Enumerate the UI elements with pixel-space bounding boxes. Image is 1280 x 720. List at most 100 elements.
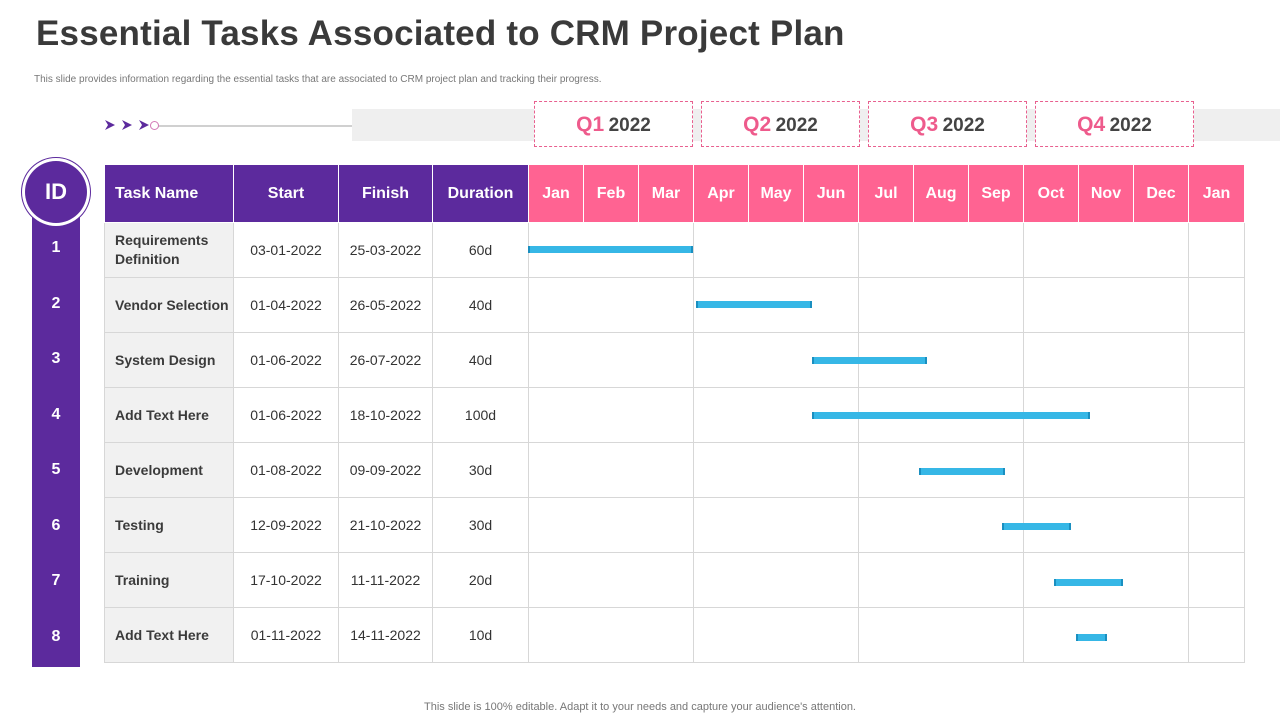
month-cell: [1188, 442, 1245, 498]
month-cell: [693, 442, 749, 498]
month-cell: [1078, 442, 1134, 498]
header-finish: Finish: [338, 164, 433, 223]
month-cell: [583, 332, 639, 388]
quarter-label-q4: Q4 2022: [1035, 101, 1194, 147]
task-start: 01-08-2022: [233, 442, 339, 498]
month-cell: [1133, 497, 1189, 553]
month-header: Feb: [583, 164, 639, 223]
month-cell: [803, 552, 859, 608]
header-task: Task Name: [104, 164, 234, 223]
task-finish: 09-09-2022: [338, 442, 433, 498]
month-cell: [528, 552, 584, 608]
task-name: Add Text Here: [104, 607, 234, 663]
month-cell: [1188, 222, 1245, 278]
month-cell: [748, 222, 804, 278]
task-name: Vendor Selection: [104, 277, 234, 333]
month-cell: [693, 387, 749, 443]
arrow-right-icon: [121, 119, 133, 131]
task-duration: 30d: [432, 442, 529, 498]
quarter-year: 2022: [942, 115, 985, 136]
month-header: May: [748, 164, 804, 223]
month-cell: [1133, 552, 1189, 608]
month-cell: [1078, 332, 1134, 388]
month-cell: [528, 387, 584, 443]
gantt-bar: [919, 467, 1005, 475]
table-row: Vendor Selection 01-04-2022 26-05-2022 40d: [104, 277, 1245, 333]
month-cell: [968, 607, 1024, 663]
month-cell: [1133, 222, 1189, 278]
task-id: 1: [51, 239, 61, 256]
month-cell: [1188, 277, 1245, 333]
month-cell: [748, 552, 804, 608]
table-row: Add Text Here 01-11-2022 14-11-2022 10d: [104, 607, 1245, 663]
month-cell: [1023, 222, 1079, 278]
task-duration: 40d: [432, 332, 529, 388]
month-cell: [583, 442, 639, 498]
header-duration: Duration: [432, 164, 529, 223]
month-cell: [803, 497, 859, 553]
task-id: 2: [51, 295, 61, 312]
header-start: Start: [233, 164, 339, 223]
month-cell: [913, 222, 969, 278]
month-cell: [528, 497, 584, 553]
timeline-dot: [150, 121, 159, 130]
month-cell: [528, 277, 584, 333]
task-duration: 40d: [432, 277, 529, 333]
task-name: Add Text Here: [104, 387, 234, 443]
month-header: Jan: [1188, 164, 1245, 223]
task-duration: 100d: [432, 387, 529, 443]
month-cell: [638, 552, 694, 608]
task-id: 6: [51, 517, 61, 534]
month-cell: [1188, 607, 1245, 663]
quarter-name: Q3: [910, 113, 939, 136]
task-finish: 21-10-2022: [338, 497, 433, 553]
month-cell: [1188, 387, 1245, 443]
month-cell: [528, 332, 584, 388]
arrow-right-icon: [104, 119, 116, 131]
month-cell: [1133, 332, 1189, 388]
task-finish: 18-10-2022: [338, 387, 433, 443]
task-finish: 26-07-2022: [338, 332, 433, 388]
header-row: Task Name Start Finish Duration Jan Feb …: [104, 164, 1245, 223]
table-row: Development 01-08-2022 09-09-2022 30d: [104, 442, 1245, 498]
month-header: Jun: [803, 164, 859, 223]
task-id: 5: [51, 461, 61, 478]
month-cell: [803, 222, 859, 278]
month-cell: [803, 442, 859, 498]
page-footer: This slide is 100% editable. Adapt it to…: [424, 701, 856, 713]
month-cell: [913, 277, 969, 333]
month-cell: [748, 332, 804, 388]
month-cell: [968, 332, 1024, 388]
month-header: Dec: [1133, 164, 1189, 223]
month-cell: [693, 497, 749, 553]
task-finish: 25-03-2022: [338, 222, 433, 278]
month-cell: [583, 607, 639, 663]
month-cell: [1133, 607, 1189, 663]
task-id: 3: [51, 350, 61, 367]
gantt-bar: [1054, 578, 1124, 586]
gantt-bar: [811, 356, 928, 364]
month-cell: [858, 222, 914, 278]
task-name: Training: [104, 552, 234, 608]
task-name: System Design: [104, 332, 234, 388]
month-cell: [1133, 277, 1189, 333]
page-subtitle: This slide provides information regardin…: [34, 74, 602, 85]
task-start: 17-10-2022: [233, 552, 339, 608]
task-id: 8: [51, 628, 61, 645]
month-cell: [803, 607, 859, 663]
task-start: 03-01-2022: [233, 222, 339, 278]
month-cell: [858, 497, 914, 553]
table-row: Testing 12-09-2022 21-10-2022 30d: [104, 497, 1245, 553]
month-header: Nov: [1078, 164, 1134, 223]
month-cell: [748, 497, 804, 553]
task-duration: 60d: [432, 222, 529, 278]
month-cell: [968, 222, 1024, 278]
month-cell: [638, 607, 694, 663]
task-duration: 20d: [432, 552, 529, 608]
task-start: 01-06-2022: [233, 387, 339, 443]
month-cell: [528, 607, 584, 663]
task-finish: 11-11-2022: [338, 552, 433, 608]
month-header: Apr: [693, 164, 749, 223]
quarter-year: 2022: [1109, 115, 1152, 136]
month-cell: [638, 277, 694, 333]
